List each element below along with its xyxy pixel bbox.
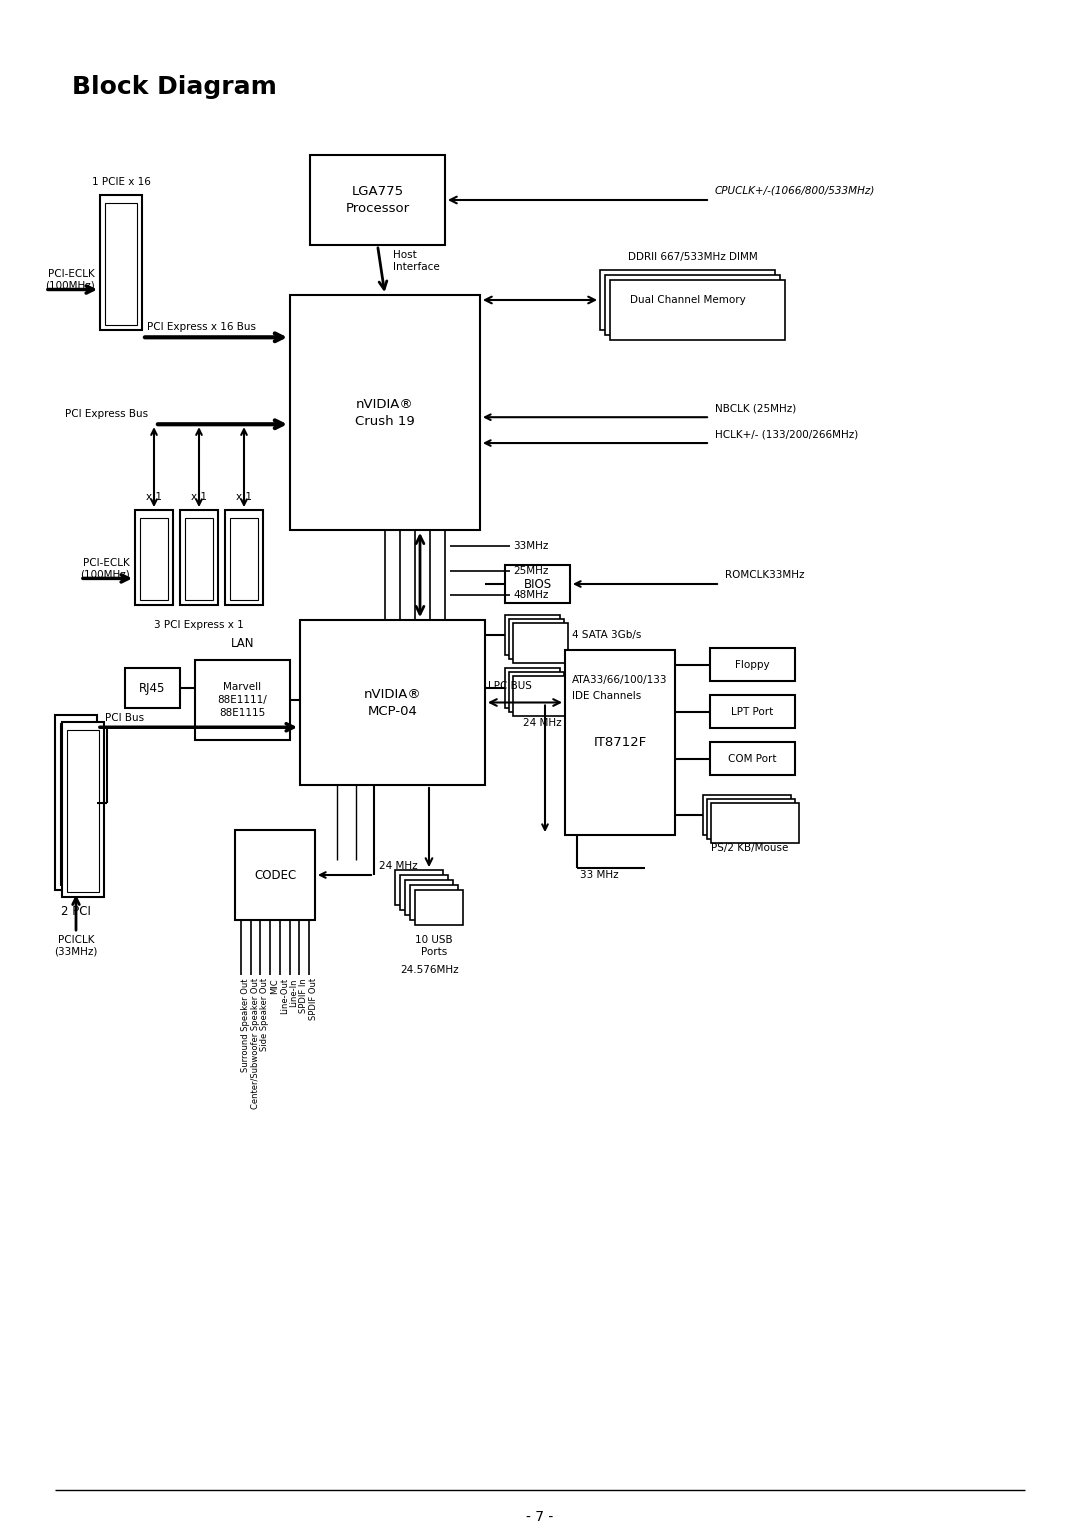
Bar (610, 280, 785, 340)
Text: RJ45: RJ45 (139, 682, 165, 694)
Text: PCI-ECLK
(100MHz): PCI-ECLK (100MHz) (80, 558, 130, 579)
Bar (400, 875, 448, 910)
Bar (410, 885, 458, 921)
Bar (100, 195, 141, 329)
Bar (707, 800, 795, 840)
Text: IT8712F: IT8712F (593, 735, 647, 749)
Text: LGA775
Processor: LGA775 Processor (346, 185, 409, 214)
Text: LAN: LAN (231, 637, 254, 650)
Text: - 7 -: - 7 - (526, 1511, 554, 1524)
Bar (62, 722, 104, 898)
Text: COM Port: COM Port (728, 754, 777, 763)
Bar (230, 518, 258, 601)
Text: Line-Out: Line-Out (280, 977, 288, 1014)
Text: Dual Channel Memory: Dual Channel Memory (630, 296, 745, 305)
Bar (310, 155, 445, 245)
Text: 10 USB
Ports: 10 USB Ports (415, 935, 453, 956)
Text: CODEC: CODEC (254, 869, 296, 881)
Text: HCLK+/- (133/200/266MHz): HCLK+/- (133/200/266MHz) (715, 429, 859, 440)
Bar (140, 518, 168, 601)
Text: x 1: x 1 (237, 492, 252, 502)
Text: PCICLK
(33MHz): PCICLK (33MHz) (54, 935, 97, 956)
Bar (405, 879, 453, 915)
Text: 33MHz: 33MHz (513, 541, 549, 552)
Bar (395, 870, 443, 905)
Text: PS/2 KB/Mouse: PS/2 KB/Mouse (712, 843, 788, 853)
Text: Host
Interface: Host Interface (393, 250, 440, 271)
Bar (105, 202, 137, 325)
Text: NBCLK (25MHz): NBCLK (25MHz) (715, 403, 796, 414)
Bar (225, 510, 264, 605)
Text: x 1: x 1 (191, 492, 207, 502)
Bar (291, 296, 480, 530)
Bar (505, 614, 561, 656)
Text: 33 MHz: 33 MHz (580, 870, 619, 879)
Text: PCI Express Bus: PCI Express Bus (65, 409, 148, 420)
Bar (703, 795, 791, 835)
Bar (135, 510, 173, 605)
Text: ROMCLK33MHz: ROMCLK33MHz (725, 570, 805, 581)
Text: nVIDIA®
Crush 19: nVIDIA® Crush 19 (355, 397, 415, 427)
Text: CPUCLK+/-(1066/800/533MHz): CPUCLK+/-(1066/800/533MHz) (715, 185, 876, 195)
Text: 24.576MHz: 24.576MHz (400, 965, 459, 974)
Bar (710, 696, 795, 728)
Bar (60, 723, 92, 885)
Bar (67, 729, 99, 892)
Bar (235, 830, 315, 921)
Bar (565, 650, 675, 835)
Text: SPDIF In: SPDIF In (299, 977, 308, 1013)
Bar (180, 510, 218, 605)
Text: 4 SATA 3Gb/s: 4 SATA 3Gb/s (572, 630, 642, 640)
Text: IDE Channels: IDE Channels (572, 691, 642, 702)
Text: DDRII 667/533MHz DIMM: DDRII 667/533MHz DIMM (627, 251, 757, 262)
Text: x 1: x 1 (146, 492, 162, 502)
Text: LPC BUS: LPC BUS (488, 680, 531, 691)
Text: Side Speaker Out: Side Speaker Out (260, 977, 269, 1051)
Text: 2 PCI: 2 PCI (62, 905, 91, 918)
Text: 48MHz: 48MHz (513, 590, 549, 601)
Bar (55, 715, 97, 890)
Text: SPDIF Out: SPDIF Out (309, 977, 318, 1020)
Text: nVIDIA®
MCP-04: nVIDIA® MCP-04 (364, 688, 421, 717)
Text: 3 PCI Express x 1: 3 PCI Express x 1 (154, 620, 244, 630)
Text: PCI-ECLK
(100MHz): PCI-ECLK (100MHz) (45, 268, 95, 290)
Bar (505, 565, 570, 604)
Text: Block Diagram: Block Diagram (72, 75, 276, 100)
Bar (711, 803, 799, 843)
Bar (513, 624, 568, 663)
Bar (505, 668, 561, 708)
Text: Surround Speaker Out: Surround Speaker Out (241, 977, 249, 1071)
Bar (300, 620, 485, 784)
Text: 24 MHz: 24 MHz (524, 717, 562, 728)
Text: 25MHz: 25MHz (513, 565, 549, 576)
Bar (185, 518, 213, 601)
Text: Center/Subwoofer Speaker Out: Center/Subwoofer Speaker Out (251, 977, 259, 1109)
Text: PCI Express x 16 Bus: PCI Express x 16 Bus (147, 322, 256, 332)
Text: 1 PCIE x 16: 1 PCIE x 16 (92, 178, 150, 187)
Bar (513, 676, 568, 715)
Text: LPT Port: LPT Port (731, 706, 773, 717)
Text: BIOS: BIOS (524, 578, 552, 590)
Text: PCI Bus: PCI Bus (105, 714, 144, 723)
Bar (509, 619, 564, 659)
Bar (710, 648, 795, 682)
Bar (600, 270, 775, 329)
Text: Floppy: Floppy (735, 659, 770, 669)
Bar (710, 741, 795, 775)
Bar (605, 276, 780, 336)
Text: Marvell
88E1111/
88E1115: Marvell 88E1111/ 88E1115 (218, 682, 268, 719)
Text: 24 MHz: 24 MHz (379, 861, 418, 872)
Bar (195, 660, 291, 740)
Bar (415, 890, 463, 925)
Text: ATA33/66/100/133: ATA33/66/100/133 (572, 676, 667, 685)
Text: MIC: MIC (270, 977, 279, 994)
Text: Line-In: Line-In (289, 977, 298, 1007)
Bar (509, 673, 564, 712)
Bar (125, 668, 180, 708)
